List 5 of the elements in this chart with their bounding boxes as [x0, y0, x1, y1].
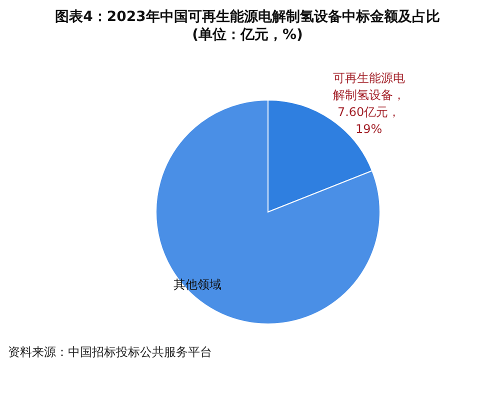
- chart-title: 图表4：2023年中国可再生能源电解制氢设备中标金额及占比: [54, 8, 441, 26]
- slice-label: 可再生能源电解制氢设备，7.60亿元，19%: [332, 71, 405, 136]
- text: 资料来源：中国招标投标公共服务平台: [8, 344, 213, 361]
- slice-label: 其他领域: [174, 278, 222, 292]
- chart-subtitle: (单位：亿元，%): [191, 26, 304, 44]
